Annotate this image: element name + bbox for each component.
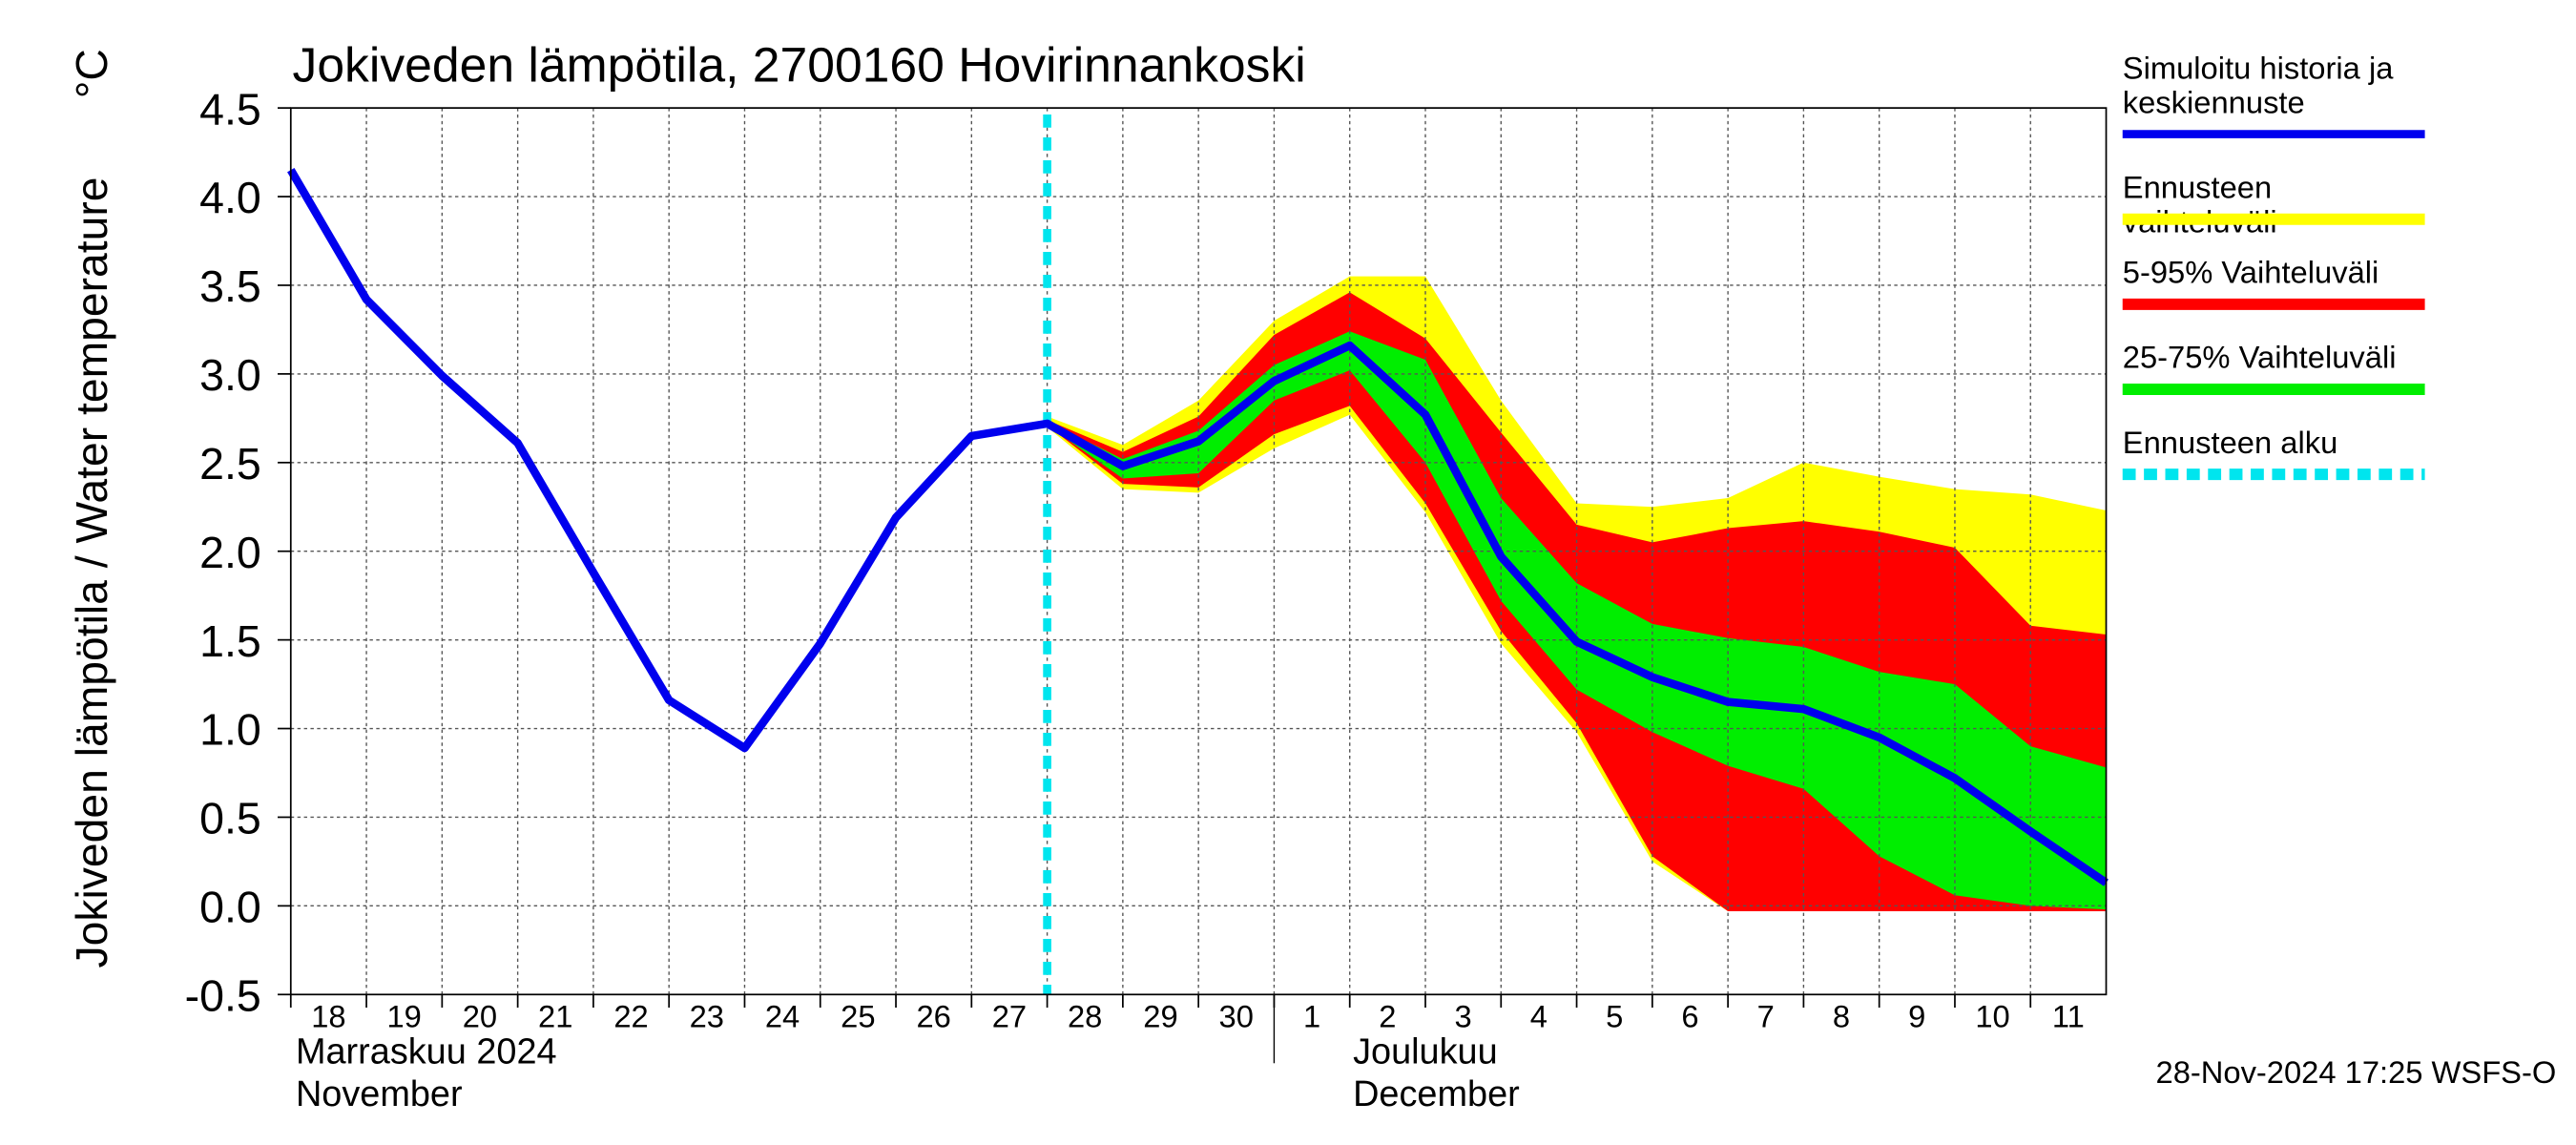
legend-label-box: 5-95% Vaihteluväli <box>2122 257 2379 292</box>
y-tick-label: -0.5 <box>185 971 261 1021</box>
timestamp: 28-Nov-2024 17:25 WSFS-O <box>2156 1054 2557 1090</box>
x-tick-label: 27 <box>992 999 1027 1034</box>
month-label: Marraskuu 2024 <box>296 1031 557 1072</box>
x-tick-label: 30 <box>1219 999 1254 1034</box>
legend-label: Simuloitu historia ja keskiennuste <box>2122 52 2394 121</box>
x-tick-label: 1 <box>1303 999 1320 1034</box>
y-tick-label: 3.0 <box>199 350 261 400</box>
legend-label: 25-75% Vaihteluväli <box>2122 342 2397 377</box>
x-tick-label: 18 <box>311 999 345 1034</box>
x-tick-label: 24 <box>765 999 800 1034</box>
y-tick-label: 1.0 <box>199 705 261 755</box>
y-tick-label: 2.0 <box>199 528 261 577</box>
legend-label-box: Ennusteen vaihteluväli <box>2122 172 2277 240</box>
y-tick-label: 3.5 <box>199 261 261 311</box>
x-tick-label: 21 <box>538 999 572 1034</box>
y-tick-label: 1.5 <box>199 616 261 666</box>
x-tick-label: 7 <box>1757 999 1775 1034</box>
x-tick-label: 20 <box>463 999 497 1034</box>
x-tick-label: 6 <box>1681 999 1698 1034</box>
x-tick-label: 28 <box>1068 999 1102 1034</box>
y-tick-label: 0.5 <box>199 794 261 843</box>
x-tick-label: 22 <box>613 999 648 1034</box>
legend-label-box: 25-75% Vaihteluväli <box>2122 342 2397 377</box>
x-tick-label: 9 <box>1908 999 1925 1034</box>
legend-label: 5-95% Vaihteluväli <box>2122 257 2379 292</box>
x-tick-label: 4 <box>1530 999 1548 1034</box>
chart-title: Jokiveden lämpötila, 2700160 Hovirinnank… <box>293 37 1306 93</box>
plot-frame <box>289 107 2108 996</box>
x-tick-label: 25 <box>841 999 875 1034</box>
y-tick-label: 0.0 <box>199 883 261 932</box>
y-tick-label: 2.5 <box>199 439 261 489</box>
x-tick-label: 23 <box>690 999 724 1034</box>
legend-label: Ennusteen alku <box>2122 427 2338 462</box>
legend-label: Ennusteen vaihteluväli <box>2122 172 2277 240</box>
x-tick-label: 11 <box>2052 999 2085 1034</box>
x-tick-label: 29 <box>1143 999 1177 1034</box>
y-tick-label: 4.5 <box>199 84 261 134</box>
legend-label-box: Simuloitu historia ja keskiennuste <box>2122 52 2394 121</box>
x-tick-label: 19 <box>386 999 421 1034</box>
month-label-en: November <box>296 1074 463 1114</box>
month-label: Joulukuu <box>1353 1031 1498 1072</box>
x-tick-label: 26 <box>916 999 950 1034</box>
x-tick-label: 8 <box>1833 999 1850 1034</box>
x-tick-label: 3 <box>1455 999 1472 1034</box>
series-line <box>287 168 2109 886</box>
y-tick-label: 4.0 <box>199 173 261 222</box>
legend-label-box: Ennusteen alku <box>2122 427 2338 462</box>
x-tick-label: 5 <box>1606 999 1623 1034</box>
y-unit: °C <box>67 49 116 98</box>
x-tick-label: 2 <box>1379 999 1396 1034</box>
x-tick-label: 10 <box>1975 999 2009 1034</box>
month-label-en: December <box>1353 1074 1520 1114</box>
y-axis-label: Jokiveden lämpötila / Water temperature <box>67 177 116 968</box>
